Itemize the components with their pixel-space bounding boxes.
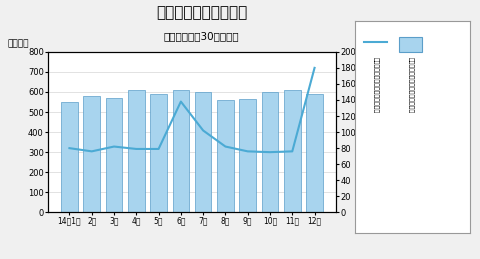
Bar — [106, 98, 122, 212]
Bar — [128, 90, 144, 212]
Text: （時間）: （時間） — [388, 40, 409, 49]
Text: 常用労働者一人平均現金給与総額: 常用労働者一人平均現金給与総額 — [408, 57, 413, 113]
FancyBboxPatch shape — [399, 37, 422, 52]
Bar — [240, 99, 256, 212]
Bar — [262, 92, 278, 212]
Bar — [84, 96, 100, 212]
Bar — [172, 90, 189, 212]
Bar — [217, 99, 234, 212]
Text: （事業所規模30人以上）: （事業所規模30人以上） — [164, 31, 240, 41]
Bar — [61, 102, 78, 212]
Bar — [284, 90, 300, 212]
Text: 賃金と労働時間の推移: 賃金と労働時間の推移 — [156, 5, 247, 20]
Text: 常用労働者一人平均総実労働時間: 常用労働者一人平均総実労働時間 — [373, 57, 379, 113]
Bar — [150, 93, 167, 212]
Text: （千円）: （千円） — [8, 40, 29, 49]
Bar — [306, 93, 323, 212]
Bar — [195, 91, 212, 212]
